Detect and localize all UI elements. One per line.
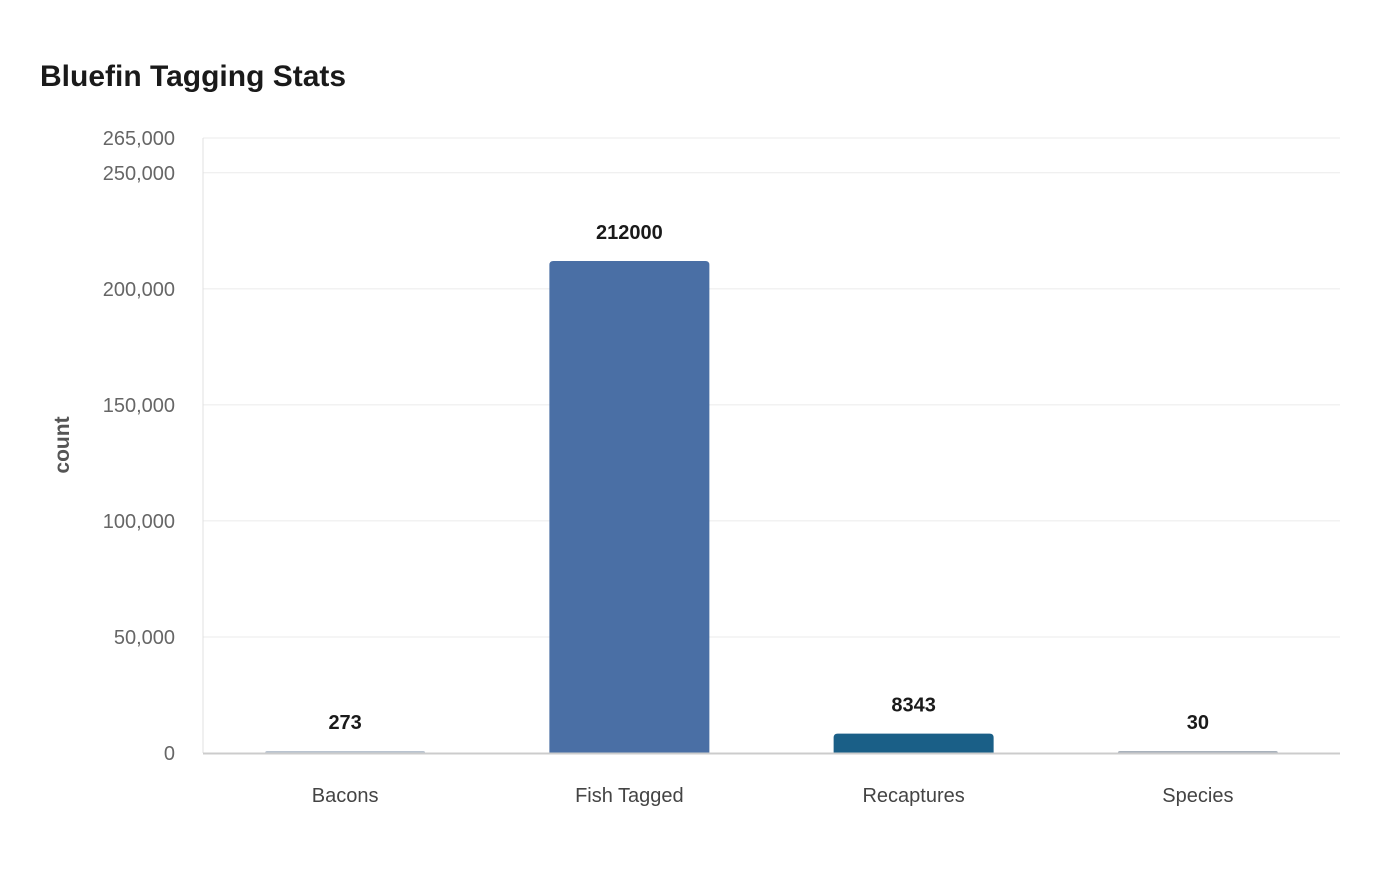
y-tick-label: 265,000: [103, 128, 175, 150]
bar-recaptures: [833, 733, 994, 753]
y-tick-label: 150,000: [103, 395, 175, 417]
y-tick-label: 250,000: [103, 163, 175, 185]
data-label: 30: [1187, 712, 1209, 734]
data-label: 8343: [891, 695, 936, 717]
x-tick-label: Recaptures: [862, 785, 964, 807]
data-label: 273: [328, 712, 361, 734]
y-tick-label: 0: [164, 743, 175, 765]
data-label: 212000: [596, 222, 663, 244]
chart-title: Bluefin Tagging Stats: [40, 60, 347, 93]
x-tick-label: Species: [1162, 785, 1233, 807]
x-tick-label: Bacons: [312, 785, 379, 807]
y-tick-label: 50,000: [114, 627, 175, 649]
y-tick-label: 100,000: [103, 511, 175, 533]
x-tick-label: Fish Tagged: [575, 785, 684, 807]
bar-fish-tagged: [549, 261, 710, 753]
y-tick-label: 200,000: [103, 279, 175, 301]
